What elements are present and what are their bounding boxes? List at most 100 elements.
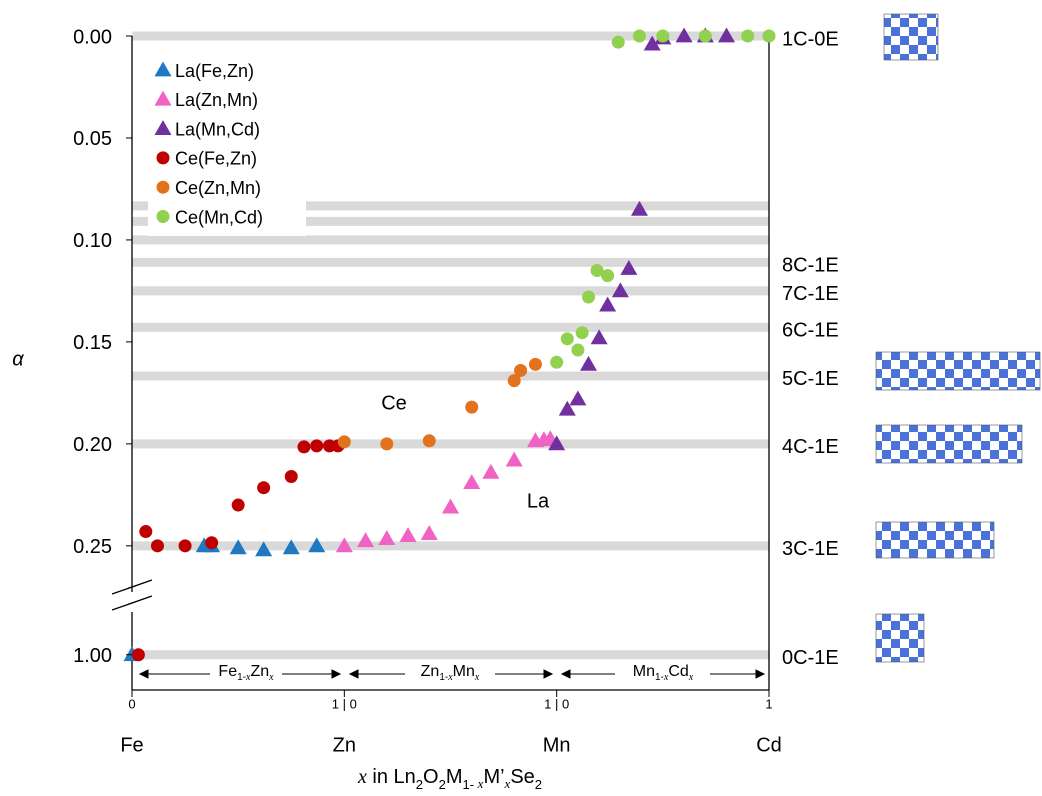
- segment-label: Fe1-xZnx: [218, 663, 274, 683]
- triangle-marker: [400, 527, 417, 542]
- circle-marker: [179, 539, 192, 552]
- circle-marker: [699, 30, 712, 43]
- reference-label: 5C-1E: [782, 368, 839, 390]
- x-category: Cd: [756, 734, 782, 756]
- legend-label: Ce(Fe,Zn): [175, 149, 257, 169]
- circle-marker: [205, 536, 218, 549]
- triangle-marker: [482, 464, 499, 479]
- triangle-marker: [442, 499, 459, 514]
- segment-label-part: 1-: [439, 672, 448, 683]
- segment-label-part: Cd: [668, 663, 688, 680]
- triangle-marker: [569, 390, 586, 405]
- structure-icons: [876, 14, 1040, 662]
- arrow-head: [544, 670, 552, 678]
- circle-marker: [529, 358, 542, 371]
- x-category: Fe: [120, 734, 143, 756]
- reference-label: 0C-1E: [782, 647, 839, 669]
- y-tick-label: 0.10: [73, 230, 112, 252]
- x-axis-label-part: O: [423, 766, 439, 788]
- icon: [884, 14, 938, 60]
- circle-marker: [380, 437, 393, 450]
- circle-marker: [232, 499, 245, 512]
- reference-label: 7C-1E: [782, 283, 839, 305]
- segment-label-part: 1-: [655, 672, 664, 683]
- circle-marker: [550, 356, 563, 369]
- y-tick-label: 0.05: [73, 128, 112, 150]
- circle-marker: [157, 210, 170, 223]
- reference-label: 1C-0E: [782, 28, 839, 50]
- x-axis-label-part: x: [357, 766, 367, 788]
- circle-marker: [139, 525, 152, 538]
- annotation: Ce: [381, 392, 407, 414]
- circle-marker: [633, 30, 646, 43]
- circle-marker: [741, 30, 754, 43]
- y-tick-label: 1.00: [73, 645, 112, 667]
- segment-label-part: x: [268, 672, 274, 683]
- circle-marker: [582, 291, 595, 304]
- x-axis-label-part: 2: [439, 777, 446, 792]
- segment-label-part: x: [474, 672, 480, 683]
- circle-marker: [297, 440, 310, 453]
- triangle-marker: [580, 356, 597, 371]
- x-category: Zn: [333, 734, 356, 756]
- circle-marker: [601, 269, 614, 282]
- segment-label-part: 1-: [237, 672, 246, 683]
- arrow-head: [562, 670, 570, 678]
- triangle-marker: [506, 452, 523, 467]
- y-tick-label: 0.20: [73, 434, 112, 456]
- arrow-head: [350, 670, 358, 678]
- circle-marker: [763, 30, 776, 43]
- circle-marker: [576, 326, 589, 339]
- legend-label: La(Fe,Zn): [175, 61, 254, 81]
- triangle-marker: [463, 474, 480, 489]
- segment-label-part: Mn: [633, 663, 655, 680]
- x-axis-label: x in Ln2O2M1- xM’xSe2: [357, 766, 542, 792]
- circle-marker: [561, 332, 574, 345]
- x-axis-label-part: M’: [483, 766, 504, 788]
- legend-label: La(Zn,Mn): [175, 90, 258, 110]
- circle-marker: [310, 439, 323, 452]
- circle-marker: [338, 435, 351, 448]
- segment-label-part: Mn: [453, 663, 475, 680]
- y-tick-label: 0.00: [73, 26, 112, 48]
- icon: [876, 522, 994, 558]
- arrow-head: [756, 670, 764, 678]
- x-tick-label: 0: [128, 696, 135, 711]
- axis-break: [112, 596, 152, 610]
- chart: α Ce La La(Fe,Zn)La(Zn,Mn)La(Mn,Cd)Ce(Fe…: [0, 0, 1042, 796]
- circle-marker: [656, 30, 669, 43]
- segment-label-part: Zn: [250, 663, 269, 680]
- circle-marker: [257, 481, 270, 494]
- segment-label: Zn1-xMnx: [421, 663, 480, 683]
- icon: [876, 352, 1040, 390]
- reference-label: 3C-1E: [782, 538, 839, 560]
- segment-label: Mn1-xCdx: [633, 663, 694, 683]
- x-tick-label: 1 | 0: [544, 696, 569, 711]
- circle-marker: [151, 539, 164, 552]
- arrow-head: [332, 670, 340, 678]
- triangle-marker: [357, 532, 374, 547]
- triangle-marker: [421, 525, 438, 540]
- circle-marker: [423, 434, 436, 447]
- annotation: La: [527, 490, 550, 512]
- circle-marker: [612, 36, 625, 49]
- reference-label: 8C-1E: [782, 255, 839, 277]
- y-tick-label: 0.15: [73, 332, 112, 354]
- x-category: Mn: [543, 734, 571, 756]
- x-tick-label: 1 | 0: [332, 696, 357, 711]
- y-tick-label: 0.25: [73, 536, 112, 558]
- triangle-marker: [599, 297, 616, 312]
- circle-marker: [157, 151, 170, 164]
- segment-label-part: Zn: [421, 663, 440, 680]
- reference-label: 4C-1E: [782, 436, 839, 458]
- x-axis-label-part: in Ln: [367, 766, 416, 788]
- circle-marker: [465, 401, 478, 414]
- y-axis-label: α: [12, 348, 24, 370]
- x-tick-label: 1: [765, 696, 772, 711]
- x-axis-label-part: 2: [535, 777, 542, 792]
- x-axis-label-part: Se: [510, 766, 534, 788]
- icon: [876, 614, 924, 662]
- reference-label: 6C-1E: [782, 320, 839, 342]
- x-axis-label-part: 1-: [462, 777, 477, 792]
- arrow-head: [140, 670, 148, 678]
